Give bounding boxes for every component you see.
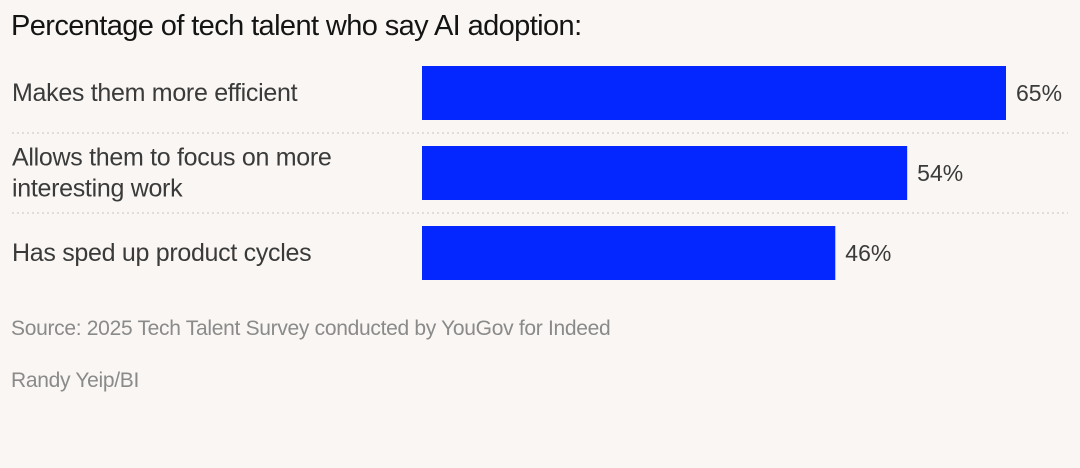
value-label: 54% bbox=[917, 160, 963, 186]
bar bbox=[422, 146, 908, 200]
value-label: 46% bbox=[845, 240, 891, 266]
bar bbox=[422, 66, 1006, 120]
category-label: interesting work bbox=[12, 175, 183, 203]
bar bbox=[422, 226, 836, 280]
chart-title: Percentage of tech talent who say AI ado… bbox=[11, 10, 582, 42]
credit-note: Randy Yeip/BI bbox=[11, 369, 140, 392]
value-label: 65% bbox=[1016, 80, 1062, 106]
category-label: Allows them to focus on more bbox=[12, 144, 332, 172]
category-label: Has sped up product cycles bbox=[12, 239, 311, 267]
category-label: Makes them more efficient bbox=[12, 79, 298, 107]
bar-chart: Makes them more efficient 65% Allows them … bbox=[12, 66, 1068, 280]
source-note: Source: 2025 Tech Talent Survey conducte… bbox=[11, 317, 611, 340]
